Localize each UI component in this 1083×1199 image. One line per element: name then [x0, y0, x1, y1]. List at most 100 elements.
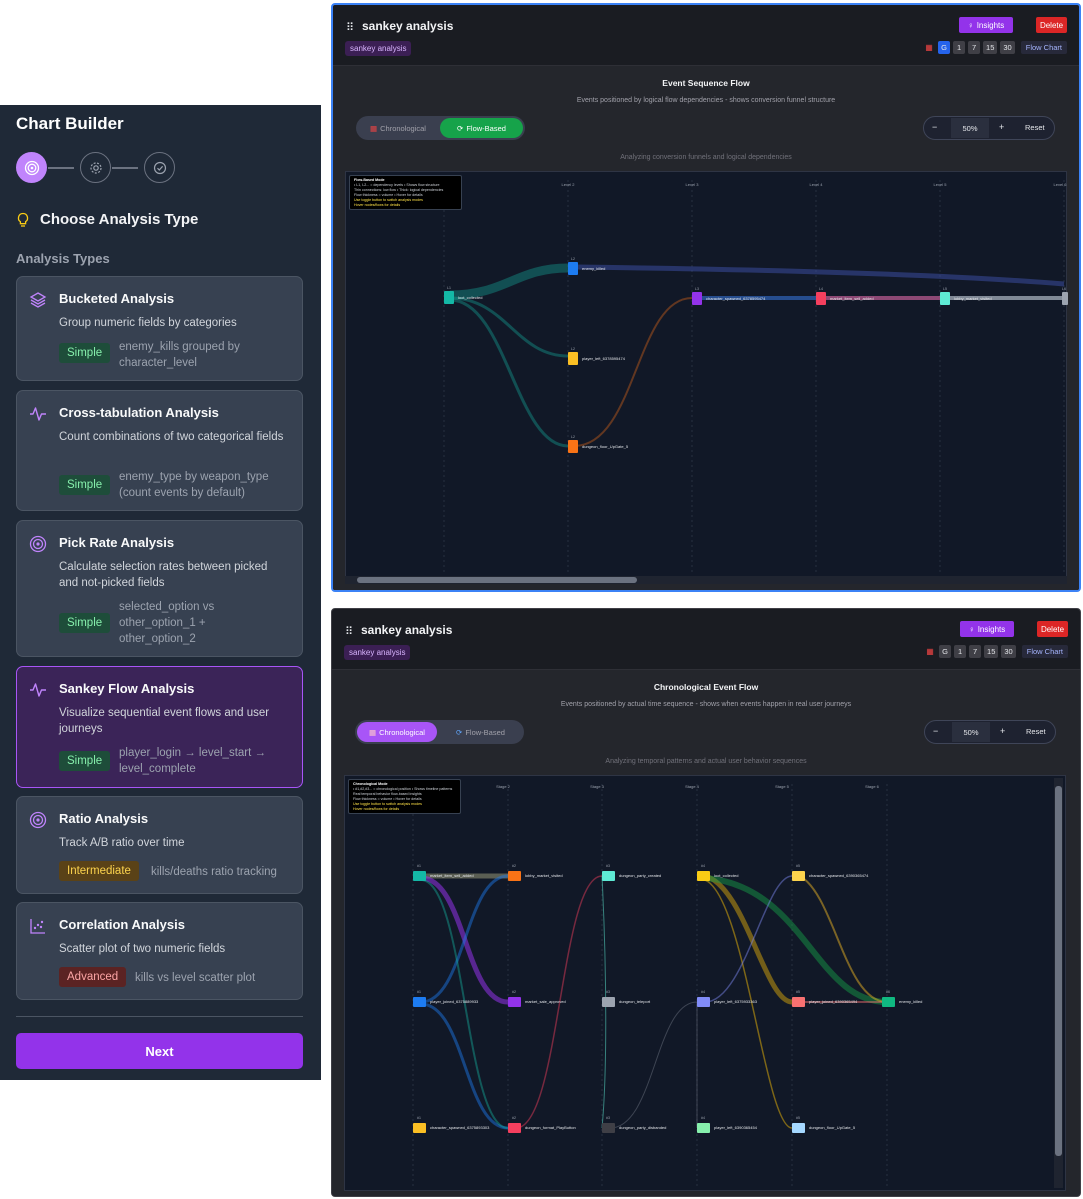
- analysis-card-bucketed[interactable]: Bucketed Analysis Group numeric fields b…: [16, 276, 303, 381]
- scrollbar-thumb[interactable]: [1055, 786, 1062, 1156]
- delete-button[interactable]: Delete: [1037, 621, 1068, 637]
- flow-link[interactable]: [799, 875, 888, 1003]
- mode-label: Flow-Based: [465, 727, 505, 737]
- card-example: kills vs level scatter plot: [135, 972, 256, 984]
- analysis-card-correlation[interactable]: Correlation Analysis Scatter plot of two…: [16, 902, 303, 1000]
- flow-node[interactable]: #3 dungeon_party_created: [602, 864, 661, 881]
- delete-button[interactable]: Delete: [1036, 17, 1067, 33]
- analysis-card-crosstab[interactable]: Cross-tabulation Analysis Count combinat…: [16, 390, 303, 511]
- zoom-reset-button[interactable]: Reset: [1026, 727, 1046, 736]
- zoom-in-button[interactable]: +: [999, 122, 1005, 132]
- sankey-canvas[interactable]: Level 2 Level 3 Level 4 Level 5 Level 6: [345, 171, 1068, 584]
- calendar-icon[interactable]: ▦: [925, 43, 933, 52]
- insights-button[interactable]: ♀ Insights: [960, 621, 1014, 637]
- analysis-card-pick-rate[interactable]: Pick Rate Analysis Calculate selection r…: [16, 520, 303, 657]
- zoom-out-button[interactable]: −: [932, 122, 938, 132]
- time-chip[interactable]: 15: [984, 645, 999, 658]
- flow-based-mode-button[interactable]: ⟳ Flow-Based: [439, 722, 522, 742]
- analysis-card-ratio[interactable]: Ratio Analysis Track A/B ratio over time…: [16, 796, 303, 894]
- time-chip[interactable]: 7: [968, 41, 981, 54]
- zoom-in-button[interactable]: +: [1000, 726, 1006, 736]
- flow-link[interactable]: [515, 875, 603, 1129]
- flow-link[interactable]: [609, 1001, 698, 1129]
- flow-link[interactable]: [704, 875, 888, 1005]
- time-chip[interactable]: 30: [1001, 645, 1016, 658]
- step-connector: [112, 167, 138, 169]
- scatter-icon: [30, 919, 45, 934]
- sankey-canvas[interactable]: Stage 2 Stage 3 Stage 4 Stage 5 Stage 6: [344, 775, 1066, 1191]
- time-chip[interactable]: 1: [954, 645, 967, 658]
- flow-node[interactable]: L2 dungeon_floor_UpGate_5: [568, 435, 629, 453]
- flow-node[interactable]: #3 dungeon_party_disbanded: [602, 1116, 666, 1133]
- time-range-controls: ▦ G 1 7 15 30 Flow Chart: [924, 645, 1068, 658]
- analysis-card-sankey[interactable]: Sankey Flow Analysis Visualize sequentia…: [16, 666, 303, 788]
- flow-node[interactable]: L1 loot_collected: [444, 286, 482, 304]
- flow-node[interactable]: L3 character_spawned_6378595474: [692, 287, 766, 305]
- flow-link[interactable]: [704, 875, 793, 1003]
- flow-node[interactable]: #5 dungeon_floor_UpGate_5: [792, 1116, 856, 1133]
- calendar-icon[interactable]: ▦: [926, 647, 934, 656]
- flow-node[interactable]: L6: [1062, 287, 1068, 305]
- flow-link[interactable]: [704, 879, 793, 1129]
- flow-node[interactable]: #1 market_item_sell_added: [413, 864, 474, 881]
- flow-node[interactable]: #4 player_left_6390365454: [697, 1116, 758, 1133]
- flow-based-mode-button[interactable]: ⟳ Flow-Based: [440, 118, 523, 138]
- flow-link[interactable]: [420, 874, 509, 1004]
- flow-node[interactable]: #2 dungeon_format_PlayButton: [508, 1116, 576, 1133]
- horizontal-scrollbar[interactable]: [345, 576, 1067, 584]
- flow-link[interactable]: [704, 873, 793, 1005]
- time-chip[interactable]: 15: [983, 41, 998, 54]
- flow-node[interactable]: #3 dungeon_teleport: [602, 990, 651, 1007]
- next-button[interactable]: Next: [16, 1033, 303, 1069]
- drag-handle-icon[interactable]: ⠿: [345, 626, 354, 638]
- flow-node[interactable]: #2 market_sale_approved: [508, 990, 566, 1007]
- node-label: dungeon_floor_UpGate_5: [582, 444, 629, 449]
- flow-node[interactable]: L5 lobby_market_visited: [940, 287, 992, 305]
- flow-node[interactable]: #5 character_spawned_6390365474: [792, 864, 869, 881]
- flow-node[interactable]: #1 character_spawned_6375893303: [413, 1116, 490, 1133]
- flow-link[interactable]: [449, 296, 569, 358]
- time-chip[interactable]: 30: [1000, 41, 1015, 54]
- flow-node[interactable]: #4 loot_collected: [697, 864, 738, 881]
- flow-node[interactable]: L2 player_left_6378595474: [568, 347, 626, 365]
- zoom-out-button[interactable]: −: [933, 726, 939, 736]
- flow-chart-button[interactable]: Flow Chart: [1021, 645, 1068, 658]
- flow-link[interactable]: [420, 875, 509, 1005]
- panel-type-tag: sankey analysis: [344, 645, 411, 660]
- time-chip[interactable]: G: [939, 645, 952, 658]
- info-line: Flow thickness = volume • Hover for deta…: [353, 797, 422, 801]
- flow-link[interactable]: [420, 1002, 509, 1130]
- flow-node[interactable]: #5 player_joined_6390365494: [792, 990, 858, 1007]
- view-title: Event Sequence Flow: [662, 78, 750, 88]
- flow-link[interactable]: [449, 263, 569, 300]
- time-chip[interactable]: 1: [953, 41, 966, 54]
- node-tag: #2: [512, 1116, 516, 1120]
- flow-link[interactable]: [420, 879, 509, 1129]
- flow-node[interactable]: #6 enemy_killed: [882, 990, 922, 1007]
- drag-handle-icon[interactable]: ⠿: [346, 22, 355, 34]
- flow-node[interactable]: #1 player_joined_6375889933: [413, 990, 479, 1007]
- flow-node[interactable]: L2 enemy_killed: [568, 257, 605, 275]
- time-chip[interactable]: G: [938, 41, 951, 54]
- flow-link[interactable]: [601, 875, 607, 1129]
- flow-node[interactable]: L4 market_item_sell_added: [816, 287, 874, 305]
- step-1-analysis-type[interactable]: [16, 152, 47, 183]
- insights-button[interactable]: ♀ Insights: [959, 17, 1013, 33]
- flow-node[interactable]: #2 lobby_market_visited: [508, 864, 563, 881]
- chronological-mode-button[interactable]: ▦ Chronological: [357, 722, 437, 742]
- flow-node[interactable]: #4 player_left_6375933363: [697, 990, 758, 1007]
- flow-link[interactable]: [573, 297, 693, 447]
- step-3-review[interactable]: [144, 152, 175, 183]
- chronological-mode-button[interactable]: ▦ Chronological: [358, 118, 438, 138]
- activity-icon: [30, 407, 46, 421]
- scrollbar-thumb[interactable]: [357, 577, 637, 583]
- zoom-reset-button[interactable]: Reset: [1025, 123, 1045, 132]
- step-2-configure[interactable]: [80, 152, 111, 183]
- flow-chart-button[interactable]: Flow Chart: [1020, 41, 1067, 54]
- vertical-scrollbar[interactable]: [1054, 778, 1063, 1188]
- node-tag: #4: [701, 1116, 705, 1120]
- flow-link[interactable]: [573, 264, 1065, 287]
- gear-icon: [89, 161, 102, 174]
- time-chip[interactable]: 7: [969, 645, 982, 658]
- flow-link[interactable]: [449, 298, 569, 448]
